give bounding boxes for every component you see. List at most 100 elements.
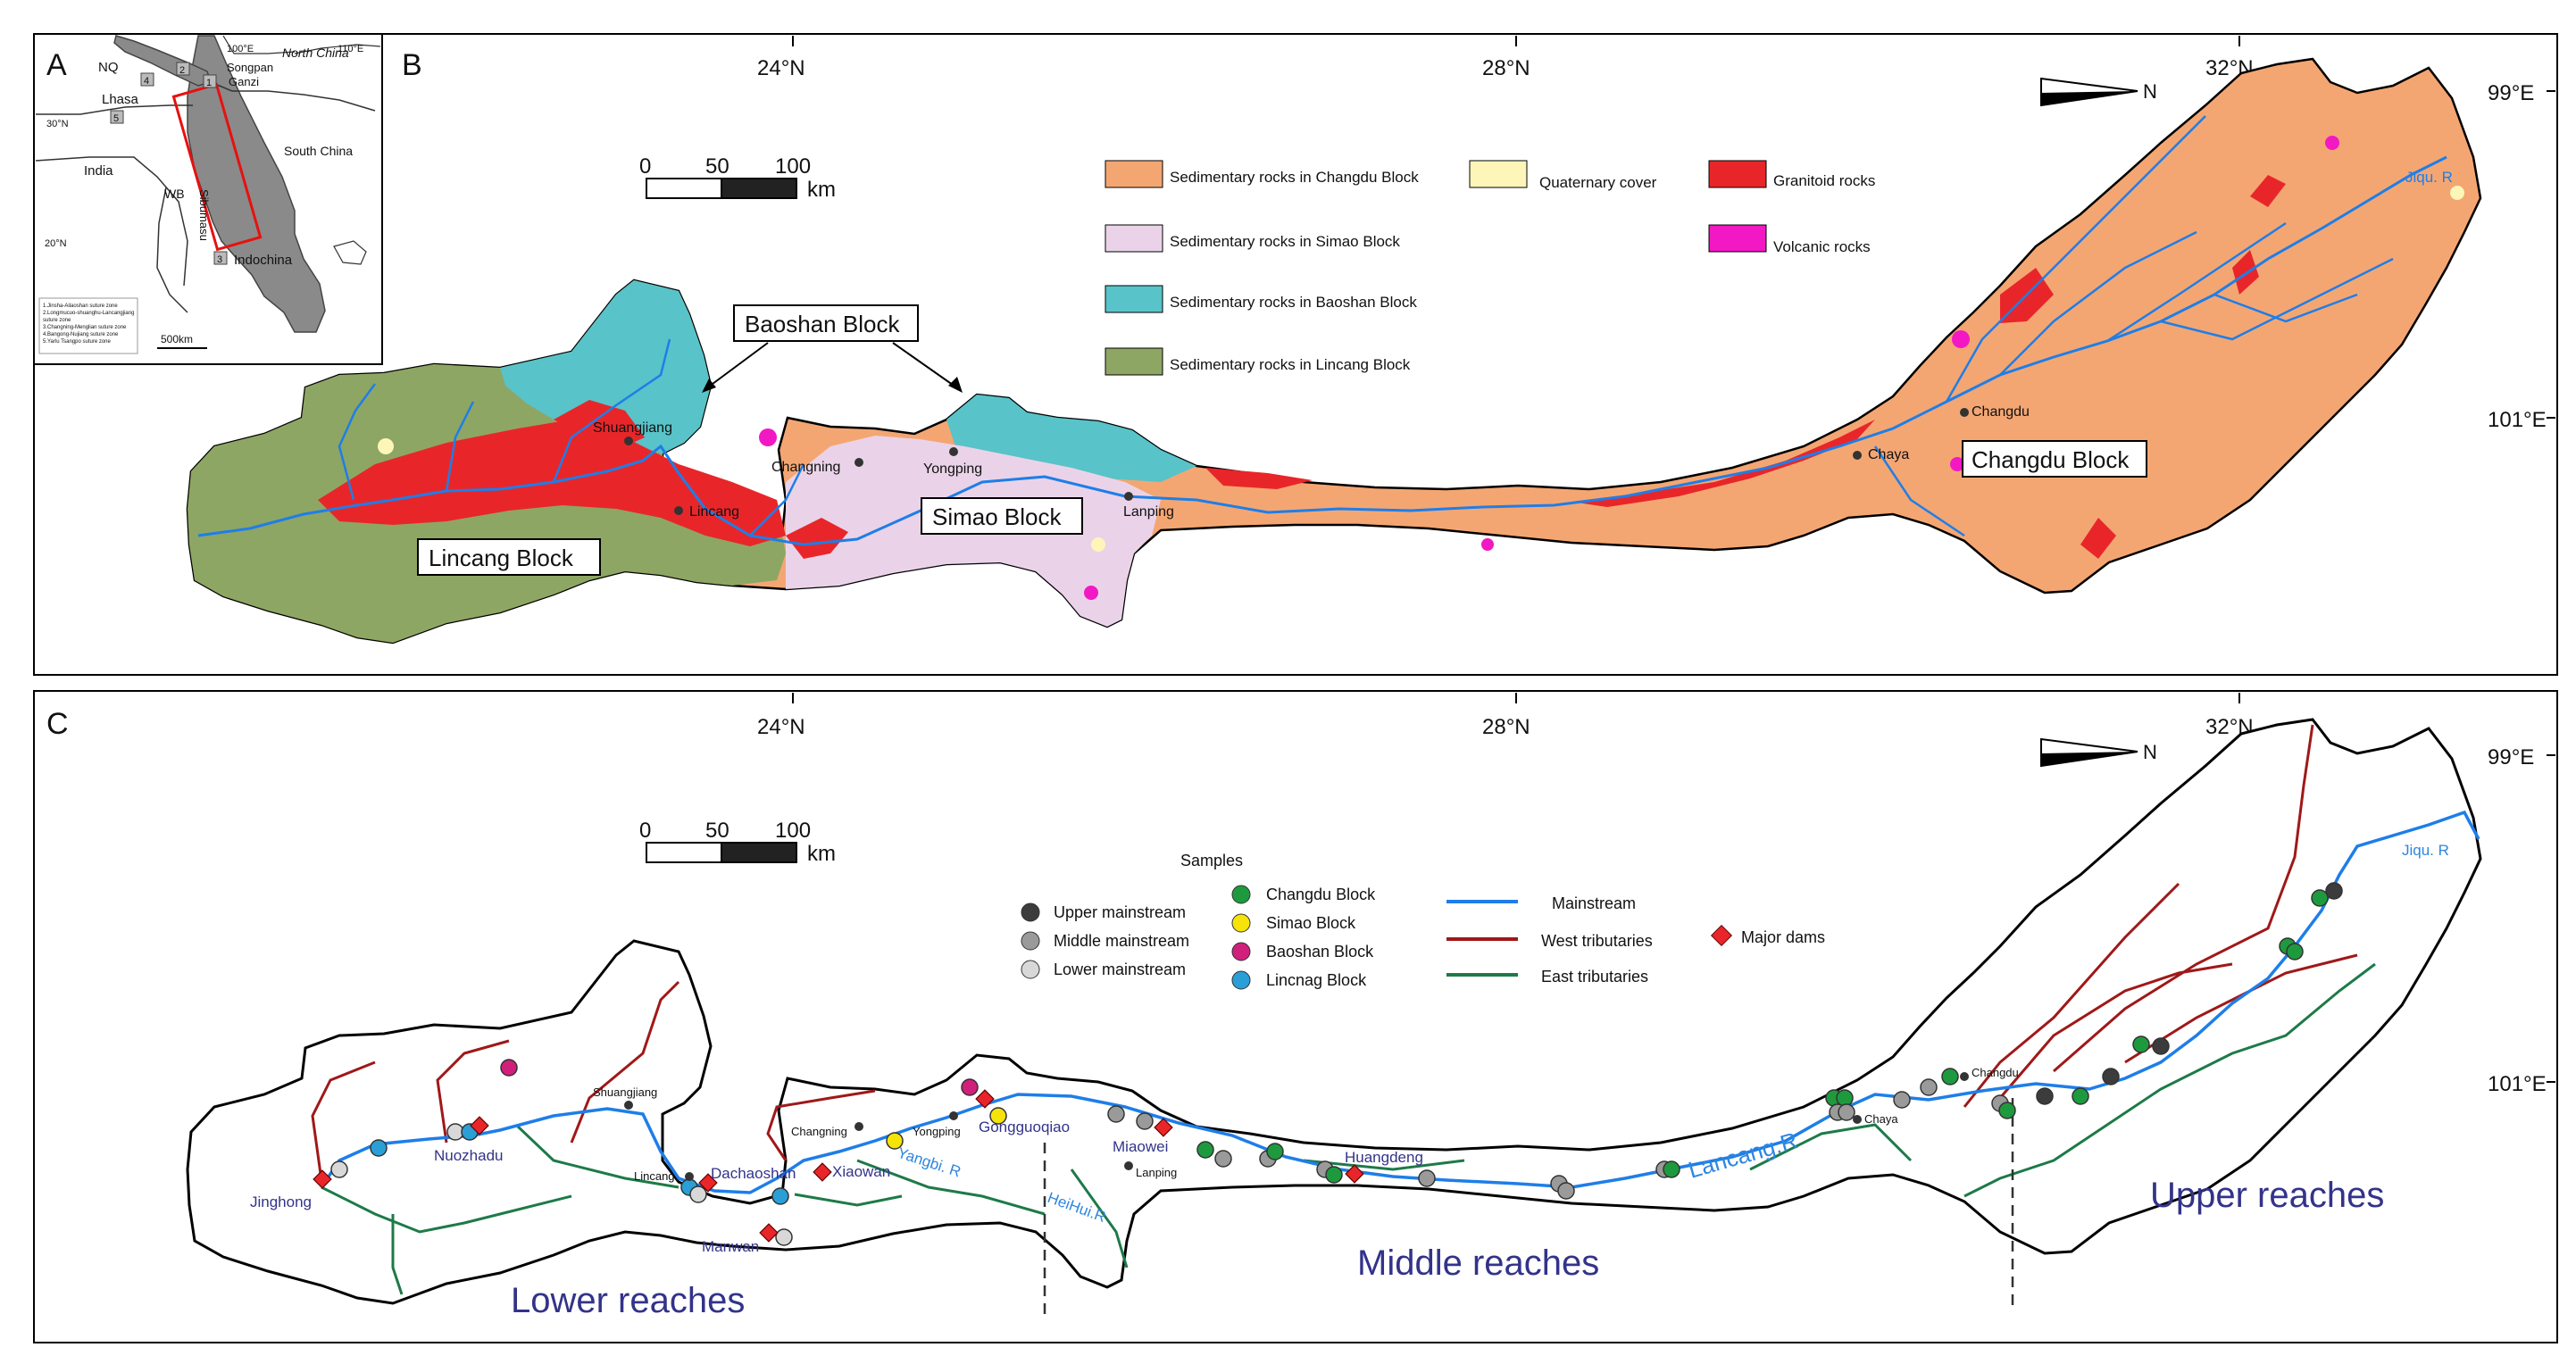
svg-text:Nuozhadu: Nuozhadu — [434, 1147, 504, 1164]
label-indochina: Indochina — [234, 253, 293, 268]
label-lhasa: Lhasa — [102, 92, 139, 107]
c-lat-28: 28°N — [1482, 715, 1530, 739]
svg-text:Jiqu. R: Jiqu. R — [2402, 842, 2449, 859]
svg-text:Changdu: Changdu — [1972, 404, 2030, 420]
label-lat30: 30°N — [46, 119, 69, 129]
svg-text:Simao Block: Simao Block — [1266, 914, 1356, 932]
label-lon110: 110°E — [338, 44, 363, 54]
svg-text:Changning: Changning — [791, 1125, 847, 1138]
svg-text:Lanping: Lanping — [1123, 504, 1174, 520]
label-north-china: North China — [282, 46, 349, 60]
svg-text:Lincang Block: Lincang Block — [429, 545, 574, 571]
c-north-arrow: N — [2040, 737, 2157, 768]
svg-text:4.Bangong-Nujiang suture zone: 4.Bangong-Nujiang suture zone — [43, 332, 119, 337]
c-dams — [313, 1089, 1364, 1243]
svg-text:Changning: Changning — [771, 460, 840, 475]
panel-a-legend: 1.Jinsha-Ailaoshan suture zone 2.Longmuc… — [43, 304, 134, 345]
svg-text:2: 2 — [179, 65, 185, 76]
svg-text:Sedimentary rocks in Changdu B: Sedimentary rocks in Changdu Block — [1170, 169, 1419, 186]
b-lon-99: 99°E — [2488, 81, 2534, 105]
c-scalebar: 0 50 100 km — [639, 819, 836, 866]
svg-text:Upper mainstream: Upper mainstream — [1054, 903, 1186, 921]
c-mainstream — [320, 810, 2480, 1194]
panel-b: B 24°N 28°N 32°N 99°E 101°E N 0 50 100 k… — [33, 33, 2558, 676]
panel-c: C 24°N 28°N 32°N 99°E 101°E N 0 50 100 k… — [33, 690, 2558, 1343]
label-wb: WB — [164, 187, 185, 201]
c-dam-labels: Jinghong Nuozhadu Dachaoshan Manwan Xiao… — [250, 1119, 1423, 1255]
svg-text:Lower reaches: Lower reaches — [511, 1281, 745, 1320]
svg-text:3: 3 — [217, 254, 222, 265]
label-nq: NQ — [98, 60, 119, 75]
svg-text:Major dams: Major dams — [1741, 928, 1825, 946]
svg-text:3.Changning-Menglian suture zo: 3.Changning-Menglian suture zone — [43, 325, 127, 330]
panel-a: A NQ Lhasa India WB Sibumasu Songpan Gan… — [33, 33, 383, 365]
c-legend: Samples Upper mainstream Middle mainstre… — [1021, 852, 1825, 990]
b-lat-28: 28°N — [1482, 56, 1530, 80]
label-india: India — [84, 163, 113, 179]
svg-text:Sedimentary rocks in Simao Blo: Sedimentary rocks in Simao Block — [1170, 233, 1400, 250]
c-lon-99: 99°E — [2488, 745, 2534, 769]
b-north-arrow: N — [2040, 77, 2157, 107]
svg-text:Lower mainstream: Lower mainstream — [1054, 961, 1186, 978]
svg-text:Simao Block: Simao Block — [932, 503, 1062, 530]
svg-text:100: 100 — [775, 154, 811, 179]
panel-c-letter: C — [46, 707, 69, 741]
panel-b-letter: B — [402, 48, 422, 82]
panel-a-letter: A — [46, 48, 67, 82]
c-towns: Shuangjiang Lincang Changning Yongping L… — [593, 1066, 2019, 1183]
svg-text:Jinghong: Jinghong — [250, 1194, 312, 1210]
b-lat-24: 24°N — [757, 56, 805, 80]
svg-text:East tributaries: East tributaries — [1541, 968, 1648, 986]
c-sample-points — [330, 882, 2343, 1246]
c-lat-24: 24°N — [757, 715, 805, 739]
svg-text:Quaternary cover: Quaternary cover — [1539, 174, 1657, 191]
svg-text:N: N — [2143, 741, 2157, 763]
svg-text:Yongping: Yongping — [923, 462, 982, 477]
panel-a-scale-label: 500km — [161, 333, 193, 345]
svg-text:Lanping: Lanping — [1136, 1166, 1177, 1179]
svg-text:Middle mainstream: Middle mainstream — [1054, 932, 1189, 950]
svg-text:4: 4 — [144, 76, 149, 87]
b-river-jiqu: Jiqu. R — [2405, 169, 2453, 186]
svg-text:Sedimentary rocks in Baoshan B: Sedimentary rocks in Baoshan Block — [1170, 294, 1417, 311]
svg-text:Huangdeng: Huangdeng — [1345, 1149, 1423, 1166]
b-scalebar: 0 50 100 km — [639, 154, 836, 202]
svg-text:Lincang: Lincang — [689, 504, 739, 520]
svg-text:Manwan: Manwan — [702, 1238, 759, 1255]
suture-markers: 4 2 1 5 3 — [110, 62, 228, 265]
svg-text:Mainstream: Mainstream — [1552, 894, 1636, 912]
svg-text:Changdu Block: Changdu Block — [1266, 886, 1376, 903]
svg-text:50: 50 — [705, 819, 729, 843]
svg-text:Miaowei: Miaowei — [1113, 1138, 1168, 1155]
svg-text:0: 0 — [639, 154, 651, 179]
svg-text:Chaya: Chaya — [1868, 447, 1909, 462]
study-area-box — [171, 82, 263, 252]
svg-text:Middle reaches: Middle reaches — [1357, 1243, 1599, 1283]
b-geology-map — [186, 57, 2482, 645]
svg-text:Baoshan Block: Baoshan Block — [745, 311, 900, 337]
svg-text:100: 100 — [775, 819, 811, 843]
svg-text:1.Jinsha-Ailaoshan suture zone: 1.Jinsha-Ailaoshan suture zone — [43, 304, 118, 309]
svg-text:Granitoid rocks: Granitoid rocks — [1773, 172, 1875, 189]
svg-text:5.Yarlu Tsangpo suture zone: 5.Yarlu Tsangpo suture zone — [43, 339, 111, 345]
svg-text:5: 5 — [113, 113, 119, 124]
svg-text:50: 50 — [705, 154, 729, 179]
b-towns: Shuangjiang Lincang Changning Yongping L… — [593, 404, 2030, 520]
svg-text:suture zone: suture zone — [43, 318, 71, 323]
svg-text:Chaya: Chaya — [1864, 1112, 1898, 1126]
svg-text:2.Longmucuo-shuanghu-Lancangji: 2.Longmucuo-shuanghu-Lancangjiang — [43, 311, 134, 316]
svg-text:Sedimentary rocks in Lincang: Sedimentary rocks in Lincang Block — [1170, 356, 1411, 373]
b-lon-101: 101°E — [2488, 408, 2547, 432]
svg-text:Xiaowan: Xiaowan — [832, 1163, 890, 1180]
b-north-label: N — [2143, 80, 2157, 103]
label-sibumasu: Sibumasu — [197, 189, 211, 241]
label-lon100: 100°E — [227, 44, 254, 54]
svg-text:Lincnag Block: Lincnag Block — [1266, 971, 1367, 989]
label-lat20: 20°N — [45, 238, 67, 249]
c-lon-101: 101°E — [2488, 1072, 2547, 1096]
svg-text:Changdu Block: Changdu Block — [1972, 446, 2130, 473]
svg-text:km: km — [807, 842, 836, 866]
c-west-tributaries — [311, 724, 2358, 1181]
svg-text:Dachaoshan: Dachaoshan — [711, 1165, 796, 1182]
